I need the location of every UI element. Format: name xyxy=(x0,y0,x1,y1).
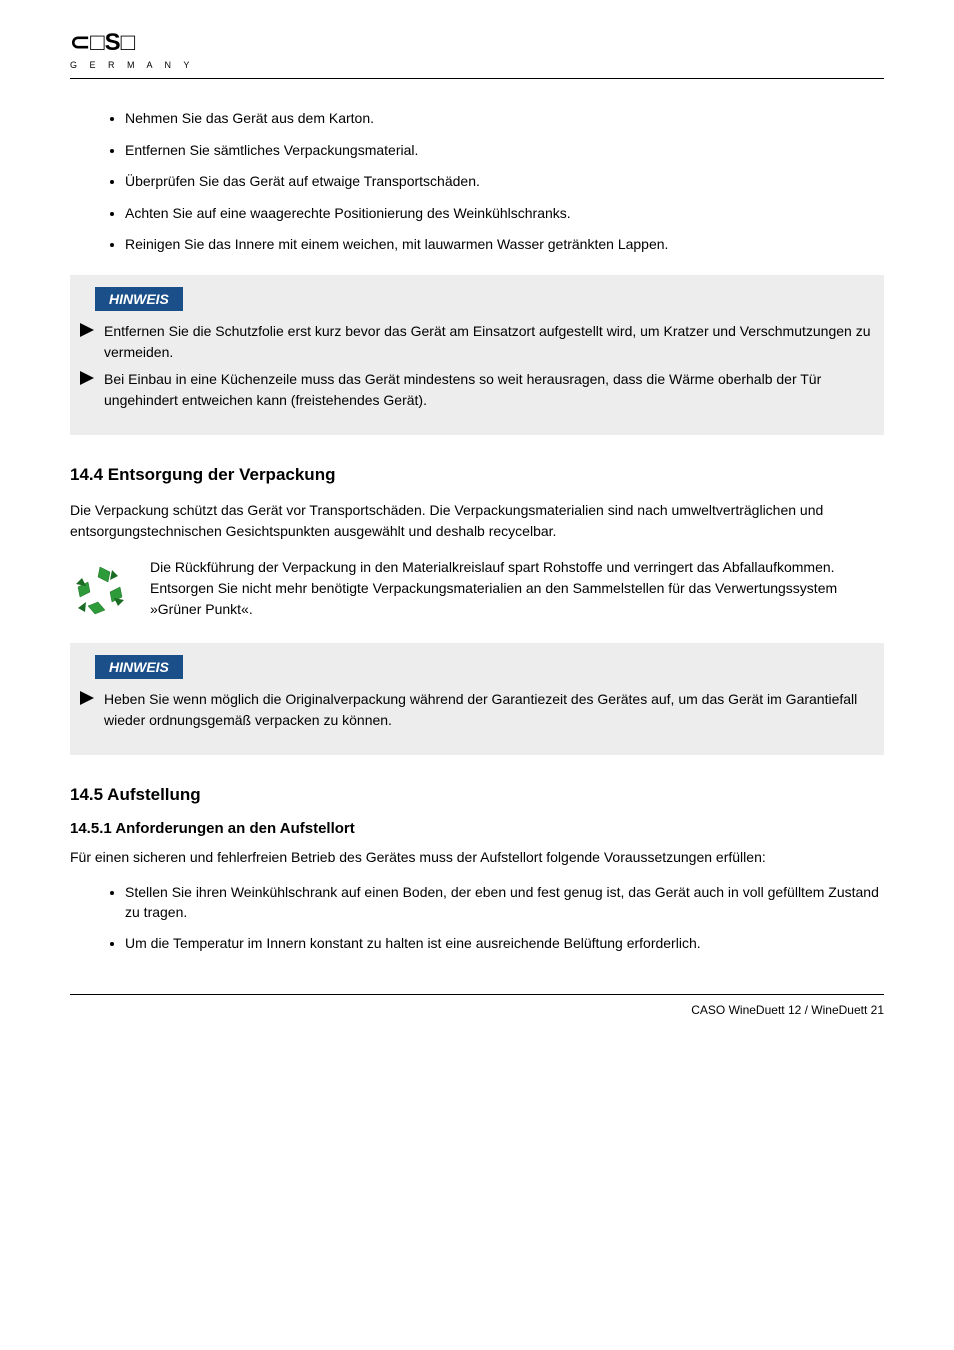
list-item: Reinigen Sie das Innere mit einem weiche… xyxy=(125,235,884,255)
hint-label: HINWEIS xyxy=(95,287,183,311)
list-item: Achten Sie auf eine waagerechte Position… xyxy=(125,204,884,224)
requirements-list: Stellen Sie ihren Weinkühlschrank auf ei… xyxy=(70,883,884,954)
unpacking-list: Nehmen Sie das Gerät aus dem Karton. Ent… xyxy=(70,109,884,255)
hint-label: HINWEIS xyxy=(95,655,183,679)
hint-row: Entfernen Sie die Schutzfolie erst kurz … xyxy=(70,321,884,363)
hint-text: Entfernen Sie die Schutzfolie erst kurz … xyxy=(104,321,874,363)
header: ⊂□S□ G E R M A N Y xyxy=(70,30,884,79)
list-item: Überprüfen Sie das Gerät auf etwaige Tra… xyxy=(125,172,884,192)
subsection-title: 14.5.1 Anforderungen an den Aufstellort xyxy=(70,820,884,837)
hint-row: Heben Sie wenn möglich die Originalverpa… xyxy=(70,689,884,731)
section-title: 14.5 Aufstellung xyxy=(70,785,884,805)
caso-logo-icon: ⊂□S□ xyxy=(70,30,160,58)
logo: ⊂□S□ G E R M A N Y xyxy=(70,30,194,70)
list-item: Entfernen Sie sämtliches Verpackungsmate… xyxy=(125,141,884,161)
recycle-text: Die Rückführung der Verpackung in den Ma… xyxy=(150,557,884,620)
list-item: Um die Temperatur im Innern konstant zu … xyxy=(125,934,884,954)
recycle-section: Die Rückführung der Verpackung in den Ma… xyxy=(70,557,884,625)
hint-box-2: HINWEIS Heben Sie wenn möglich die Origi… xyxy=(70,643,884,755)
list-item: Stellen Sie ihren Weinkühlschrank auf ei… xyxy=(125,883,884,922)
arrow-icon xyxy=(80,691,94,708)
arrow-icon xyxy=(80,371,94,388)
body-text: Für einen sicheren und fehlerfreien Betr… xyxy=(70,847,884,868)
section-title: 14.4 Entsorgung der Verpackung xyxy=(70,465,884,485)
recycle-icon xyxy=(70,562,130,625)
footer-right: CASO WineDuett 12 / WineDuett 21 xyxy=(691,1003,884,1017)
body-text: Die Verpackung schützt das Gerät vor Tra… xyxy=(70,500,884,542)
arrow-icon xyxy=(80,323,94,340)
logo-subtitle: G E R M A N Y xyxy=(70,60,194,70)
hint-row: Bei Einbau in eine Küchenzeile muss das … xyxy=(70,369,884,411)
hint-box-1: HINWEIS Entfernen Sie die Schutzfolie er… xyxy=(70,275,884,435)
hint-text: Heben Sie wenn möglich die Originalverpa… xyxy=(104,689,874,731)
hint-text: Bei Einbau in eine Küchenzeile muss das … xyxy=(104,369,874,411)
svg-text:⊂□S□: ⊂□S□ xyxy=(70,30,136,56)
list-item: Nehmen Sie das Gerät aus dem Karton. xyxy=(125,109,884,129)
footer: CASO WineDuett 12 / WineDuett 21 xyxy=(70,994,884,1017)
